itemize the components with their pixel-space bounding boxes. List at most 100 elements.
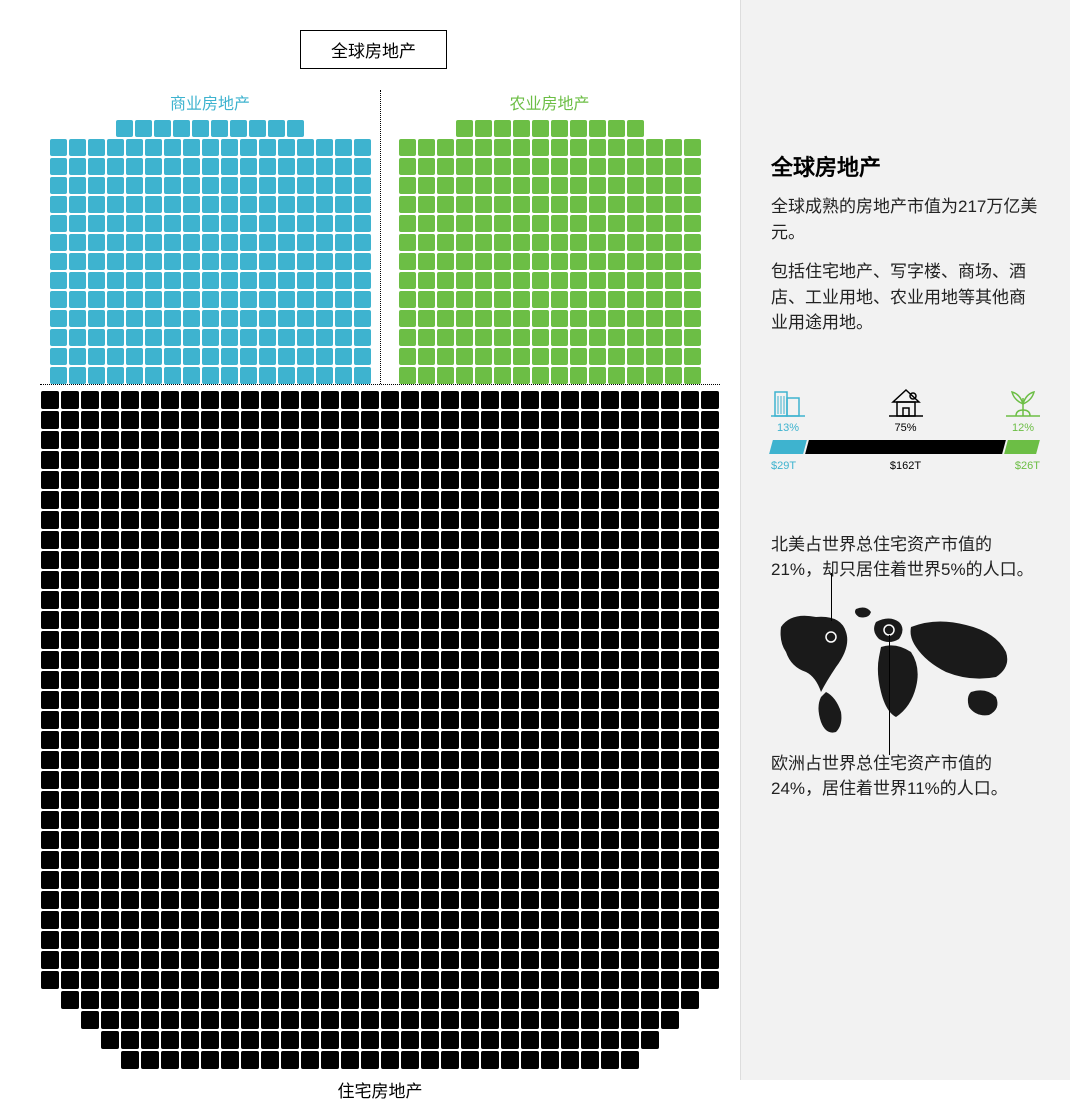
waffle-cell (570, 291, 587, 308)
waffle-cell (481, 991, 499, 1009)
waffle-cell (646, 310, 663, 327)
waffle-cell (321, 391, 339, 409)
waffle-cell (201, 631, 219, 649)
waffle-cell (259, 329, 276, 346)
waffle-cell (301, 431, 319, 449)
waffle-cell (261, 391, 279, 409)
waffle-cell (141, 411, 159, 429)
waffle-cell (181, 911, 199, 929)
waffle-cell (61, 911, 79, 929)
waffle-cell (41, 791, 59, 809)
waffle-cell (381, 711, 399, 729)
waffle-cell (589, 196, 606, 213)
waffle-cell (202, 139, 219, 156)
waffle-cell (221, 891, 239, 909)
waffle-cell (481, 751, 499, 769)
waffle-cell (513, 139, 530, 156)
waffle-cell (221, 272, 238, 289)
waffle-cell (41, 451, 59, 469)
waffle-cell (281, 911, 299, 929)
waffle-cell (541, 471, 559, 489)
waffle-cell (561, 431, 579, 449)
waffle-cell (361, 551, 379, 569)
waffle-cell (181, 631, 199, 649)
waffle-cell (221, 751, 239, 769)
waffle-cell (354, 291, 371, 308)
waffle-cell (701, 711, 719, 729)
waffle-cell (221, 310, 238, 327)
waffle-cell (121, 651, 139, 669)
waffle-cell (261, 611, 279, 629)
waffle-cell (61, 931, 79, 949)
waffle-cell (341, 971, 359, 989)
waffle-cell (418, 196, 435, 213)
waffle-cell (661, 871, 679, 889)
waffle-cell (401, 1011, 419, 1029)
waffle-cell (161, 531, 179, 549)
waffle-cell (551, 177, 568, 194)
waffle-cell (361, 811, 379, 829)
waffle-cell (501, 931, 519, 949)
waffle-cell (421, 911, 439, 929)
waffle-cell (501, 731, 519, 749)
waffle-cell (441, 411, 459, 429)
waffle-cell (221, 177, 238, 194)
waffle-cell (421, 531, 439, 549)
waffle-cell (581, 531, 599, 549)
waffle-cell (181, 671, 199, 689)
waffle-cell (461, 1031, 479, 1049)
waffle-cell (281, 451, 299, 469)
waffle-cell (81, 851, 99, 869)
waffle-cell (532, 329, 549, 346)
waffle-cell (107, 158, 124, 175)
waffle-cell (437, 291, 454, 308)
waffle-cell (321, 871, 339, 889)
waffle-cell (551, 158, 568, 175)
waffle-cell (50, 367, 67, 384)
waffle-cell (513, 177, 530, 194)
waffle-cell (301, 891, 319, 909)
waffle-cell (41, 631, 59, 649)
waffle-cell (101, 911, 119, 929)
waffle-cell (61, 631, 79, 649)
waffle-cell (621, 471, 639, 489)
waffle-cell (81, 411, 99, 429)
waffle-cell (501, 611, 519, 629)
waffle-cell (81, 831, 99, 849)
waffle-cell (581, 511, 599, 529)
waffle-cell (421, 791, 439, 809)
waffle-cell (341, 571, 359, 589)
waffle-cell (456, 215, 473, 232)
waffle-cell (561, 991, 579, 1009)
waffle-cell (684, 367, 701, 384)
waffle-cell (241, 1031, 259, 1049)
waffle-cell (335, 310, 352, 327)
waffle-cell (501, 771, 519, 789)
waffle-cell (230, 120, 247, 137)
waffle-cell (221, 329, 238, 346)
waffle-cell (621, 991, 639, 1009)
waffle-cell (381, 1051, 399, 1069)
waffle-cell (61, 891, 79, 909)
waffle-cell (141, 651, 159, 669)
waffle-cell (361, 431, 379, 449)
waffle-cell (161, 731, 179, 749)
waffle-cell (601, 691, 619, 709)
waffle-cell (145, 234, 162, 251)
waffle-cell (321, 571, 339, 589)
waffle-cell (241, 971, 259, 989)
waffle-cell (61, 711, 79, 729)
waffle-cell (50, 158, 67, 175)
waffle-cell (581, 391, 599, 409)
waffle-cell (561, 391, 579, 409)
waffle-cell (101, 411, 119, 429)
waffle-cell (341, 1051, 359, 1069)
waffle-cell (261, 411, 279, 429)
waffle-cell (621, 431, 639, 449)
waffle-cell (601, 791, 619, 809)
waffle-cell (532, 234, 549, 251)
waffle-cell (381, 831, 399, 849)
waffle-cell (521, 1011, 539, 1029)
waffle-cell (532, 367, 549, 384)
waffle-cell (701, 751, 719, 769)
